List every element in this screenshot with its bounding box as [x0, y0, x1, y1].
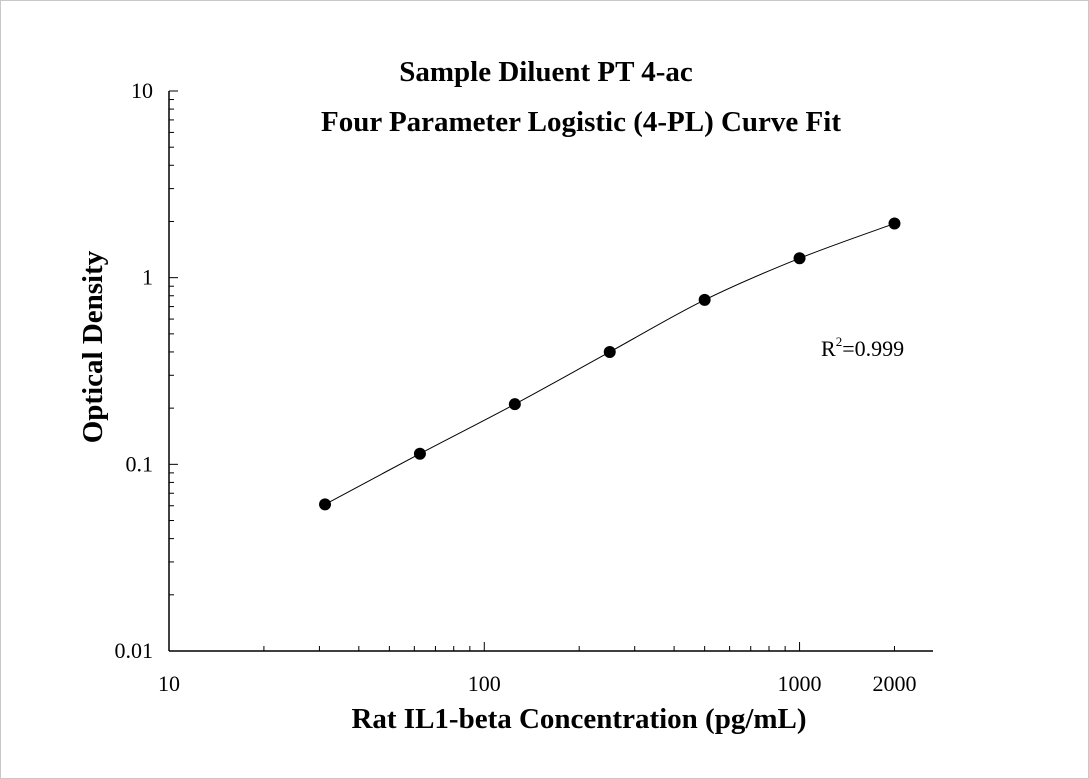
- r-squared-base: R: [821, 336, 836, 361]
- x-axis: 10 100 1000 2000: [158, 642, 933, 696]
- x-tick-label: 2000: [872, 671, 916, 696]
- y-tick-label: 1: [142, 265, 153, 290]
- chart-title: Sample Diluent PT 4-ac: [399, 56, 693, 88]
- y-axis-label: Optical Density: [77, 250, 109, 443]
- r-squared-annotation: R2=0.999: [821, 334, 904, 361]
- y-tick-label: 10: [131, 78, 153, 103]
- x-tick-label: 100: [468, 671, 501, 696]
- y-tick-label: 0.1: [126, 451, 154, 476]
- data-points: [319, 217, 901, 511]
- x-axis-label: Rat IL1-beta Concentration (pg/mL): [351, 703, 806, 735]
- x-tick-label: 1000: [778, 671, 822, 696]
- data-point: [413, 447, 426, 460]
- data-point: [793, 252, 806, 265]
- data-point: [319, 498, 332, 511]
- r-squared-value: =0.999: [842, 336, 904, 361]
- data-point: [508, 398, 521, 411]
- y-axis: 0.01 0.1 1 10: [115, 78, 178, 663]
- data-point: [698, 293, 711, 306]
- chart-subtitle: Four Parameter Logistic (4-PL) Curve Fit: [321, 106, 841, 138]
- y-tick-label: 0.01: [115, 638, 154, 663]
- data-point: [603, 345, 616, 358]
- r-squared-superscript: 2: [836, 334, 843, 349]
- x-tick-label: 10: [158, 671, 180, 696]
- fit-curve: [324, 223, 895, 505]
- data-point: [888, 217, 901, 230]
